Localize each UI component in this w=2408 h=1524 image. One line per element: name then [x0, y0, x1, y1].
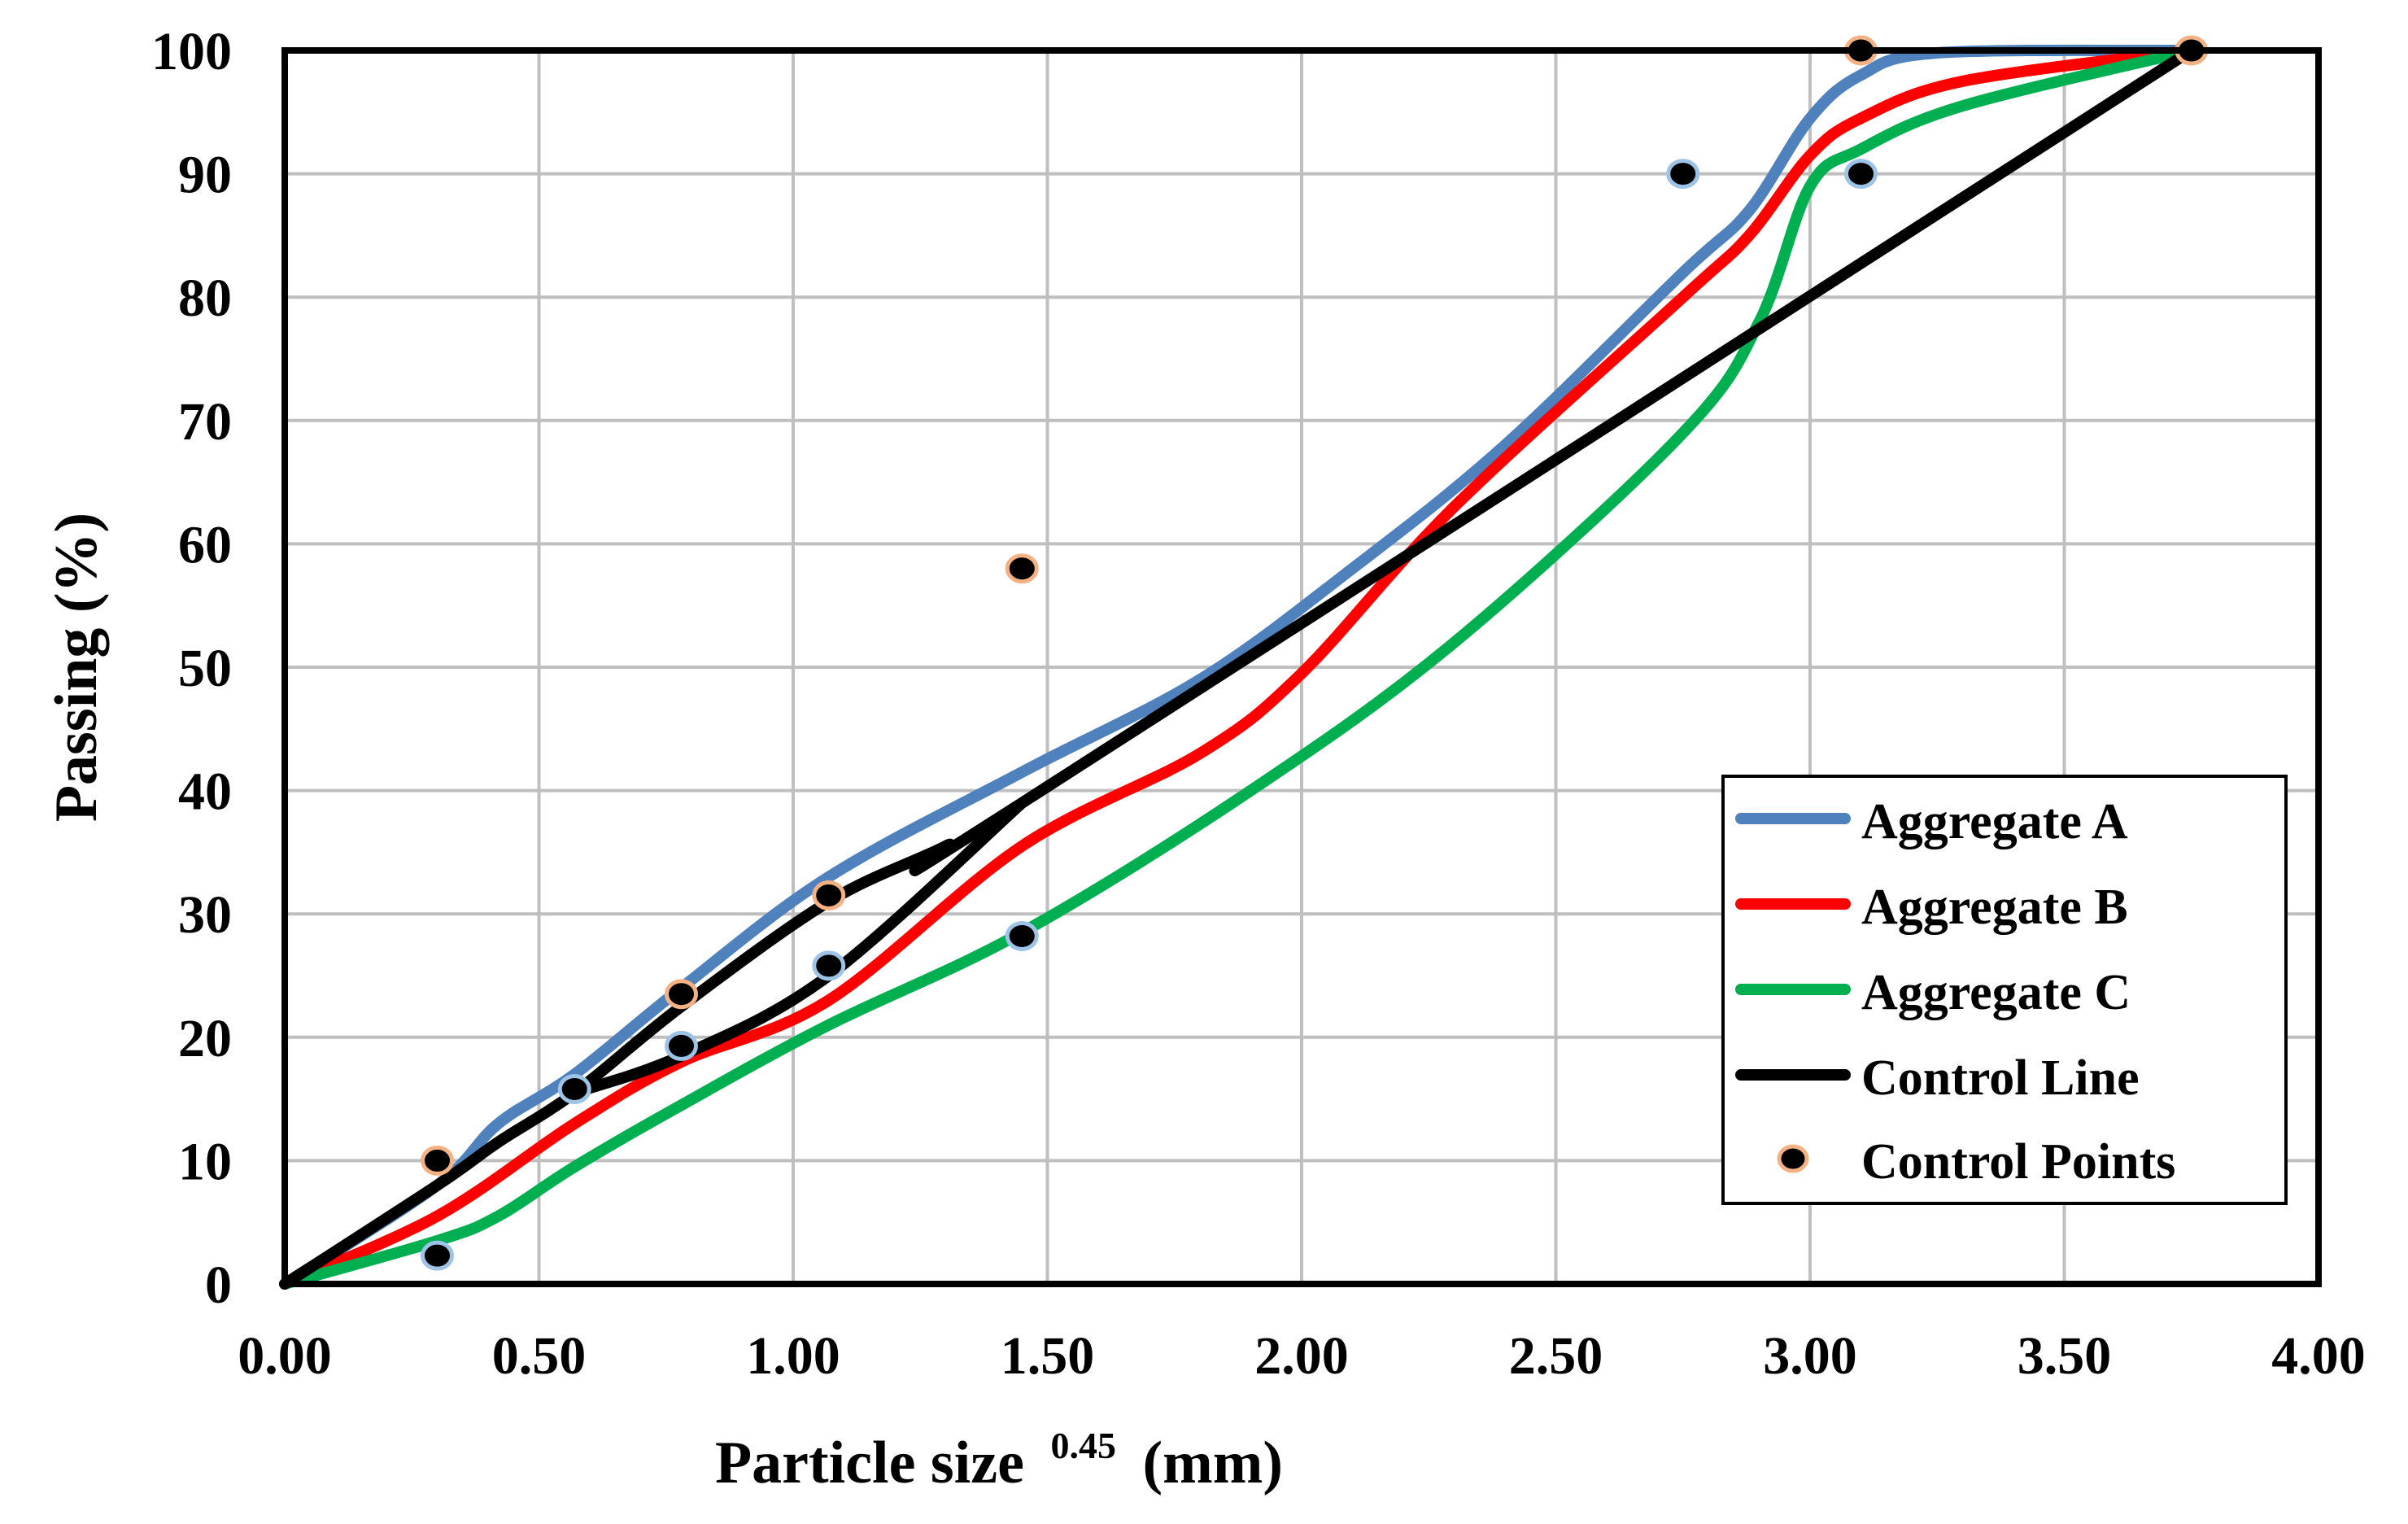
control-point — [665, 979, 698, 1010]
control-point — [421, 1240, 454, 1271]
x-axis-label-exponent: 0.45 — [1050, 1425, 1116, 1466]
legend-label-aggregate-a: Aggregate A — [1861, 794, 2128, 849]
y-tick-label: 100 — [151, 22, 232, 81]
y-axis-label: Passing (%) — [43, 513, 110, 822]
series-line-aggregate-b — [279, 45, 2197, 1290]
control-point — [421, 1145, 454, 1176]
legend-label-aggregate-c: Aggregate C — [1861, 965, 2131, 1020]
x-tick-label: 0.00 — [238, 1326, 332, 1386]
x-tick-label: 1.00 — [746, 1326, 840, 1386]
x-axis-label: Particle size 0.45 (mm) — [715, 1405, 1283, 1496]
control-point — [557, 1073, 591, 1104]
legend-label-control-line: Control Line — [1861, 1050, 2140, 1106]
x-axis-label-main: Particle size — [715, 1430, 1024, 1496]
x-tick-label: 1.50 — [1001, 1326, 1095, 1386]
plot-frame — [281, 47, 2322, 1287]
y-tick-label: 80 — [178, 269, 232, 328]
control-point — [1005, 553, 1039, 584]
y-tick-label: 0 — [205, 1255, 232, 1315]
legend: Aggregate A Aggregate B Aggregate C Cont… — [1721, 775, 2288, 1205]
legend-label-aggregate-b: Aggregate B — [1861, 880, 2128, 935]
y-tick-label: 90 — [178, 146, 232, 205]
x-tick-label: 3.00 — [1763, 1326, 1857, 1386]
x-axis-label-unit: (mm) — [1142, 1430, 1283, 1496]
series-line-aggregate-c — [279, 45, 2197, 1290]
y-tick-label: 50 — [178, 639, 232, 698]
control-point — [1666, 159, 1700, 190]
control-point — [812, 880, 846, 910]
y-tick-label: 20 — [178, 1009, 232, 1068]
control-point — [1005, 920, 1039, 951]
control-point — [812, 950, 846, 981]
y-tick-label: 40 — [178, 762, 232, 822]
x-tick-label: 0.50 — [492, 1326, 587, 1386]
y-tick-label: 30 — [178, 885, 232, 945]
legend-label-control-points: Control Points — [1861, 1134, 2175, 1190]
x-tick-label: 4.00 — [2271, 1326, 2366, 1386]
series-line-control-line-lower — [569, 797, 1028, 1098]
control-point — [1844, 159, 1878, 190]
y-tick-label: 10 — [178, 1132, 232, 1191]
y-tick-label: 70 — [178, 392, 232, 452]
control-point — [665, 1030, 698, 1061]
y-tick-label: 60 — [178, 515, 232, 574]
x-tick-label: 2.00 — [1254, 1326, 1349, 1386]
legend-marker-control-points — [1777, 1144, 1809, 1173]
series-line-control-line-upper — [279, 45, 2197, 1290]
x-tick-labels: 0.00 0.50 1.00 1.50 2.00 2.50 3.00 3.50 4.00 — [238, 1326, 2366, 1386]
y-tick-labels: 0 10 20 30 40 50 60 70 80 90 100 — [151, 22, 232, 1315]
x-tick-label: 2.50 — [1509, 1326, 1603, 1386]
x-tick-label: 3.50 — [2018, 1326, 2112, 1386]
